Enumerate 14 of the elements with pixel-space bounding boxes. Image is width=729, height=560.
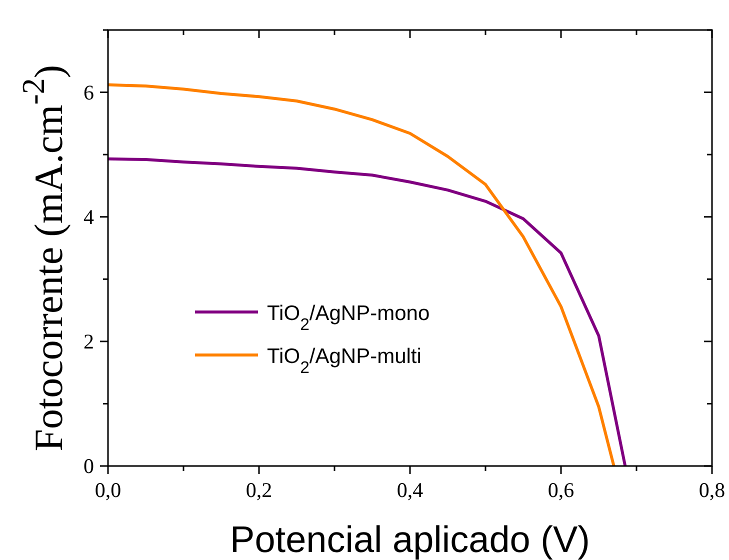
line-series — [108, 83, 616, 468]
x-axis-title: Potencial aplicado (V) — [230, 519, 590, 560]
legend-label: TiO$_{2}$/AgNP-multi — [267, 345, 422, 376]
x-tick-label: 0,2 — [246, 478, 272, 502]
x-tick-label: 0,0 — [94, 478, 122, 502]
line-series — [108, 157, 627, 468]
y-tick-label: 6 — [84, 80, 94, 104]
x-tick-label: 0,6 — [548, 478, 574, 502]
x-tick-label: 0,4 — [396, 478, 424, 502]
x-tick-label: 0,8 — [698, 478, 726, 502]
y-tick-label: 4 — [84, 204, 94, 229]
y-tick-label: 0 — [84, 454, 94, 478]
legend-label: TiO$_{2}$/AgNP-mono — [267, 302, 430, 334]
y-tick-label: 2 — [84, 329, 94, 354]
